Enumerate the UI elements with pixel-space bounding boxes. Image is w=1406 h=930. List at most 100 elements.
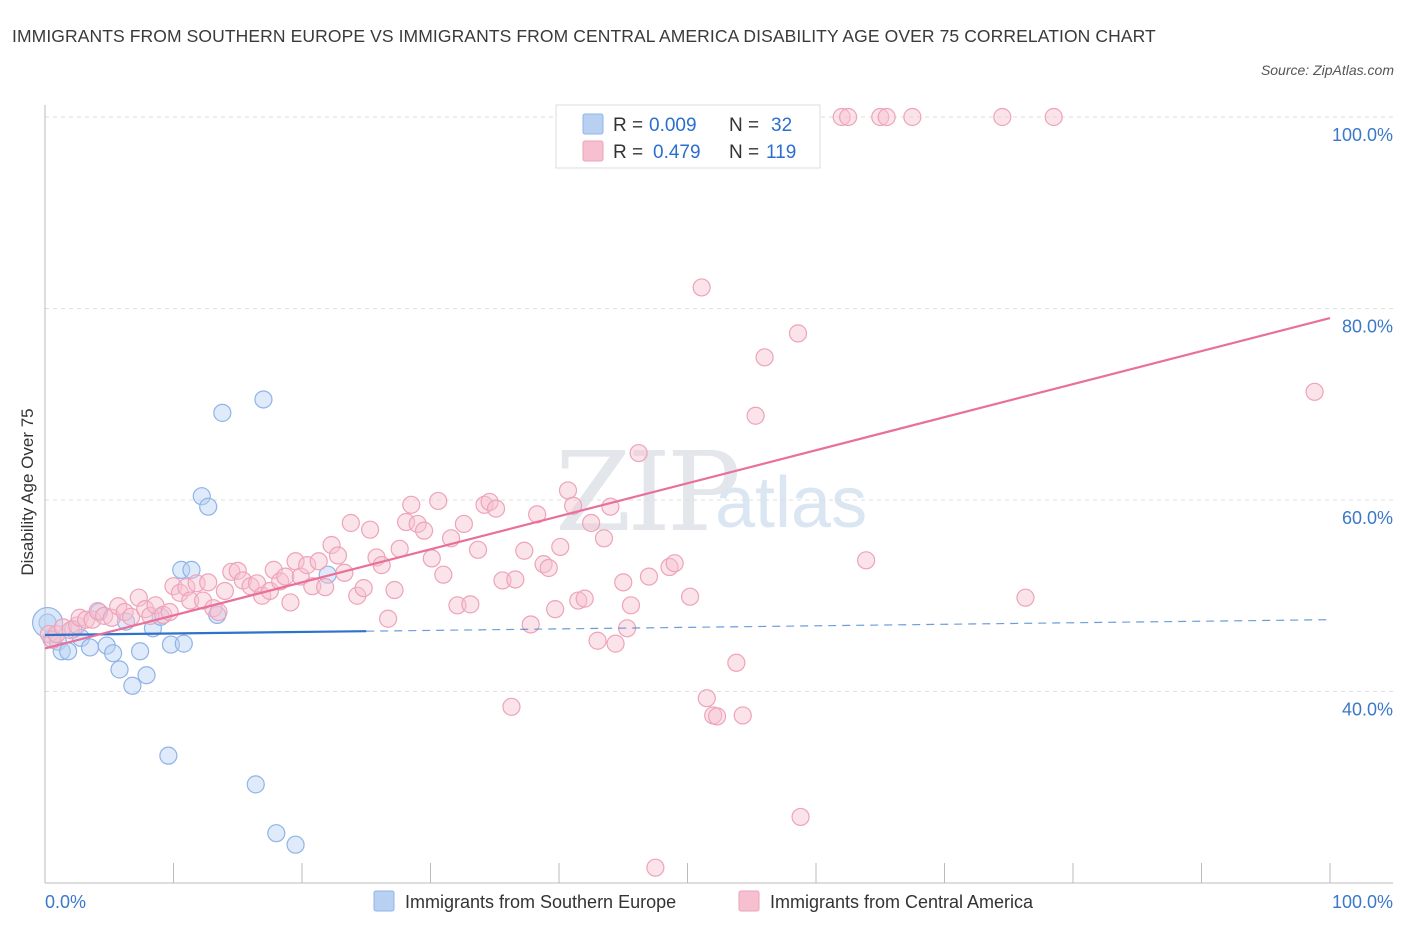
point-blue-20 xyxy=(172,560,191,579)
point-pink-66 xyxy=(434,565,453,584)
point-pink-87 xyxy=(569,591,588,610)
point-pink-102 xyxy=(692,278,711,297)
point-pink-100 xyxy=(665,554,684,573)
point-pink-78 xyxy=(515,541,534,560)
point-pink-58 xyxy=(385,580,404,600)
point-pink-56 xyxy=(372,556,391,575)
series-legend-label-blue: Immigrants from Southern Europe xyxy=(405,892,676,912)
series-legend-swatch-blue xyxy=(373,890,395,912)
point-pink-106 xyxy=(727,653,746,672)
point-pink-79 xyxy=(521,615,540,634)
point-pink-46 xyxy=(309,552,328,571)
legend-n-value-blue: 32 xyxy=(771,115,792,136)
x-tick-label-min: 0.0% xyxy=(45,892,86,912)
y-tick-label-0: 40.0% xyxy=(1342,700,1393,720)
point-pink-38 xyxy=(264,560,283,579)
point-pink-88 xyxy=(575,589,594,608)
point-pink-113 xyxy=(839,107,858,127)
point-pink-32 xyxy=(228,561,247,580)
watermark-atlas: atlas xyxy=(715,463,867,543)
point-blue-11 xyxy=(110,660,129,679)
legend-n-label-blue: N = xyxy=(729,115,759,136)
source-credit: Source: ZipAtlas.com xyxy=(1260,62,1394,78)
trend-lines xyxy=(44,317,1331,650)
point-pink-70 xyxy=(461,595,480,614)
point-pink-30 xyxy=(215,581,234,601)
point-pink-90 xyxy=(588,631,607,650)
trend-line-blue xyxy=(44,630,367,637)
point-pink-73 xyxy=(480,492,499,512)
point-pink-8 xyxy=(83,610,102,629)
point-pink-83 xyxy=(546,600,565,619)
point-blue-10 xyxy=(104,644,123,663)
point-blue-24 xyxy=(199,497,218,516)
legend-swatch-pink xyxy=(582,140,604,162)
point-pink-93 xyxy=(606,634,625,653)
y-tick-label-2: 80.0% xyxy=(1342,317,1393,337)
point-pink-84 xyxy=(551,537,570,557)
axes xyxy=(44,105,1393,884)
point-pink-77 xyxy=(506,570,525,589)
point-pink-40 xyxy=(276,567,295,586)
x-tick-label-max: 100.0% xyxy=(1332,892,1393,912)
point-pink-24 xyxy=(181,591,200,610)
point-pink-86 xyxy=(564,496,583,515)
point-pink-57 xyxy=(378,609,398,628)
point-pink-48 xyxy=(322,535,341,555)
point-blue-23 xyxy=(192,487,211,506)
point-pink-53 xyxy=(354,578,373,598)
point-blue-14 xyxy=(130,642,150,661)
point-pink-65 xyxy=(429,491,448,511)
legend-n-value-pink: 119 xyxy=(766,142,796,163)
point-pink-85 xyxy=(558,481,578,500)
point-pink-71 xyxy=(468,540,488,559)
point-blue-18 xyxy=(159,746,178,765)
point-pink-98 xyxy=(639,567,659,586)
trend-line-pink xyxy=(44,317,1331,650)
point-pink-94 xyxy=(614,573,633,592)
point-blue-29 xyxy=(267,824,286,843)
legend-r-value-pink: 0.479 xyxy=(653,142,701,163)
point-pink-112 xyxy=(832,107,851,127)
point-pink-108 xyxy=(746,406,765,425)
point-pink-91 xyxy=(594,529,614,548)
point-pink-118 xyxy=(993,107,1012,127)
point-pink-110 xyxy=(788,324,808,343)
point-pink-97 xyxy=(629,443,648,463)
point-pink-115 xyxy=(871,107,890,127)
point-pink-49 xyxy=(328,546,348,565)
trend-line-blue-extension xyxy=(366,619,1331,632)
point-pink-23 xyxy=(177,578,196,597)
series-legend-swatch-pink xyxy=(738,890,760,912)
chart-title: IMMIGRANTS FROM SOUTHERN EUROPE VS IMMIG… xyxy=(12,26,1156,46)
point-pink-61 xyxy=(402,495,421,514)
point-pink-68 xyxy=(448,596,467,615)
point-blue-28 xyxy=(254,390,273,409)
point-pink-82 xyxy=(539,558,558,578)
point-pink-116 xyxy=(877,107,896,127)
point-pink-101 xyxy=(680,587,700,606)
point-pink-21 xyxy=(164,577,183,596)
point-pink-72 xyxy=(475,495,494,514)
point-blue-27 xyxy=(246,775,265,794)
point-pink-109 xyxy=(755,348,774,367)
point-pink-74 xyxy=(486,499,506,518)
point-pink-119 xyxy=(1016,588,1035,607)
point-pink-64 xyxy=(422,549,441,568)
point-pink-69 xyxy=(454,514,474,534)
legend-r-label-blue: R = xyxy=(613,115,643,136)
series-legend-label-pink: Immigrants from Central America xyxy=(770,892,1034,912)
point-pink-60 xyxy=(396,512,416,532)
point-pink-96 xyxy=(621,596,641,615)
y-tick-label-1: 60.0% xyxy=(1342,508,1393,528)
point-blue-21 xyxy=(174,634,193,653)
watermark-zip: ZIP xyxy=(555,428,738,556)
y-tick-label-3: 100.0% xyxy=(1332,125,1393,145)
legend-swatch-blue xyxy=(582,113,604,135)
y-axis-label: Disability Age Over 75 xyxy=(18,408,37,575)
point-pink-47 xyxy=(316,578,335,597)
legend-n-label-pink: N = xyxy=(729,142,759,163)
point-blue-15 xyxy=(137,666,156,685)
series-legend: Immigrants from Southern Europe Immigran… xyxy=(373,890,1034,912)
